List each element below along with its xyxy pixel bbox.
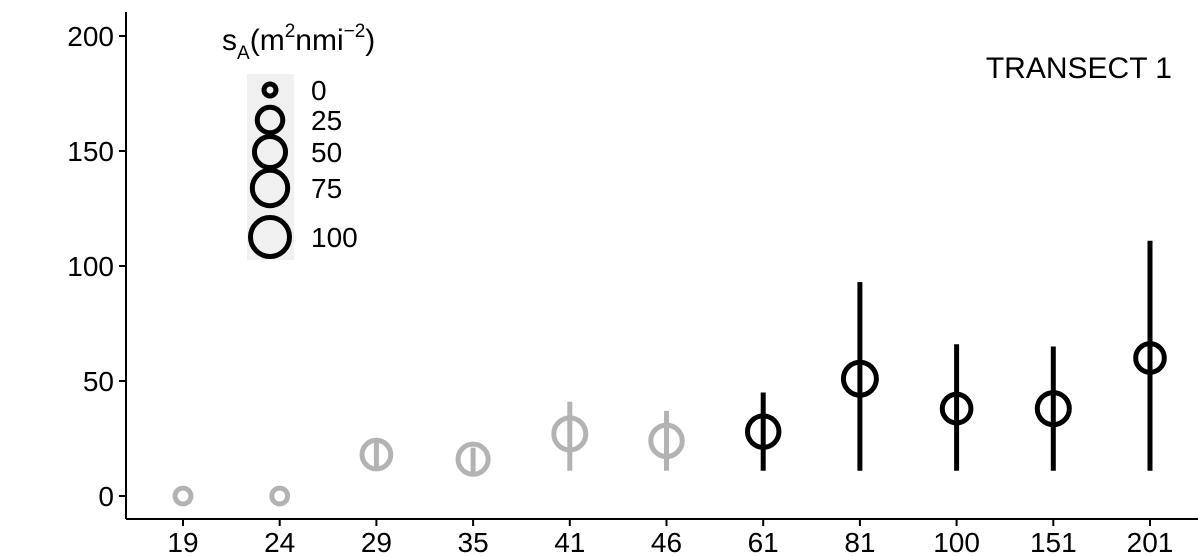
x-tick-label: 100 [933, 527, 980, 556]
y-tick-label: 100 [67, 251, 114, 282]
data-point [455, 441, 491, 477]
x-tick-label: 151 [1030, 527, 1077, 556]
data-point [939, 391, 974, 426]
legend-entry-label: 25 [311, 105, 342, 136]
data-point [269, 485, 291, 507]
data-point [648, 422, 685, 460]
data-point [1133, 341, 1167, 375]
legend-title: sA(m2nmi−2) [222, 21, 375, 64]
x-tick-label: 46 [651, 527, 682, 556]
data-point [359, 437, 394, 472]
legend-key-circle [261, 81, 279, 99]
x-tick-label: 41 [554, 527, 585, 556]
legend-key-circle [254, 104, 286, 136]
legend-entry-label: 75 [311, 173, 342, 204]
data-point [1034, 390, 1072, 428]
data-point [840, 359, 879, 398]
legend-entry-label: 100 [311, 222, 358, 253]
legend-entry-label: 50 [311, 137, 342, 168]
legend-key-circle [248, 215, 292, 259]
data-point [744, 413, 782, 450]
x-tick-label: 81 [844, 527, 875, 556]
legend-key-circle [249, 167, 291, 209]
x-tick-label: 24 [264, 527, 295, 556]
data-point-group [172, 240, 1167, 507]
y-tick-group: 0 50 100 150 200 [67, 21, 126, 512]
data-point [172, 485, 194, 507]
x-tick-label: 29 [361, 527, 392, 556]
data-point [551, 415, 589, 453]
x-tick-label: 61 [748, 527, 779, 556]
x-tick-label: 19 [167, 527, 198, 556]
legend-key-circle [251, 133, 289, 171]
transect-annotation: TRANSECT 1 [986, 52, 1172, 85]
y-tick-label: 200 [67, 21, 114, 52]
x-tick-label: 201 [1127, 527, 1174, 556]
x-tick-label: 35 [458, 527, 489, 556]
y-tick-label: 150 [67, 136, 114, 167]
y-tick-label: 0 [98, 481, 114, 512]
legend-entry-label: 0 [311, 75, 327, 106]
y-tick-label: 50 [83, 366, 114, 397]
x-tick-group: 19 24 29 35 41 46 61 81 100 151 201 [167, 519, 1173, 556]
